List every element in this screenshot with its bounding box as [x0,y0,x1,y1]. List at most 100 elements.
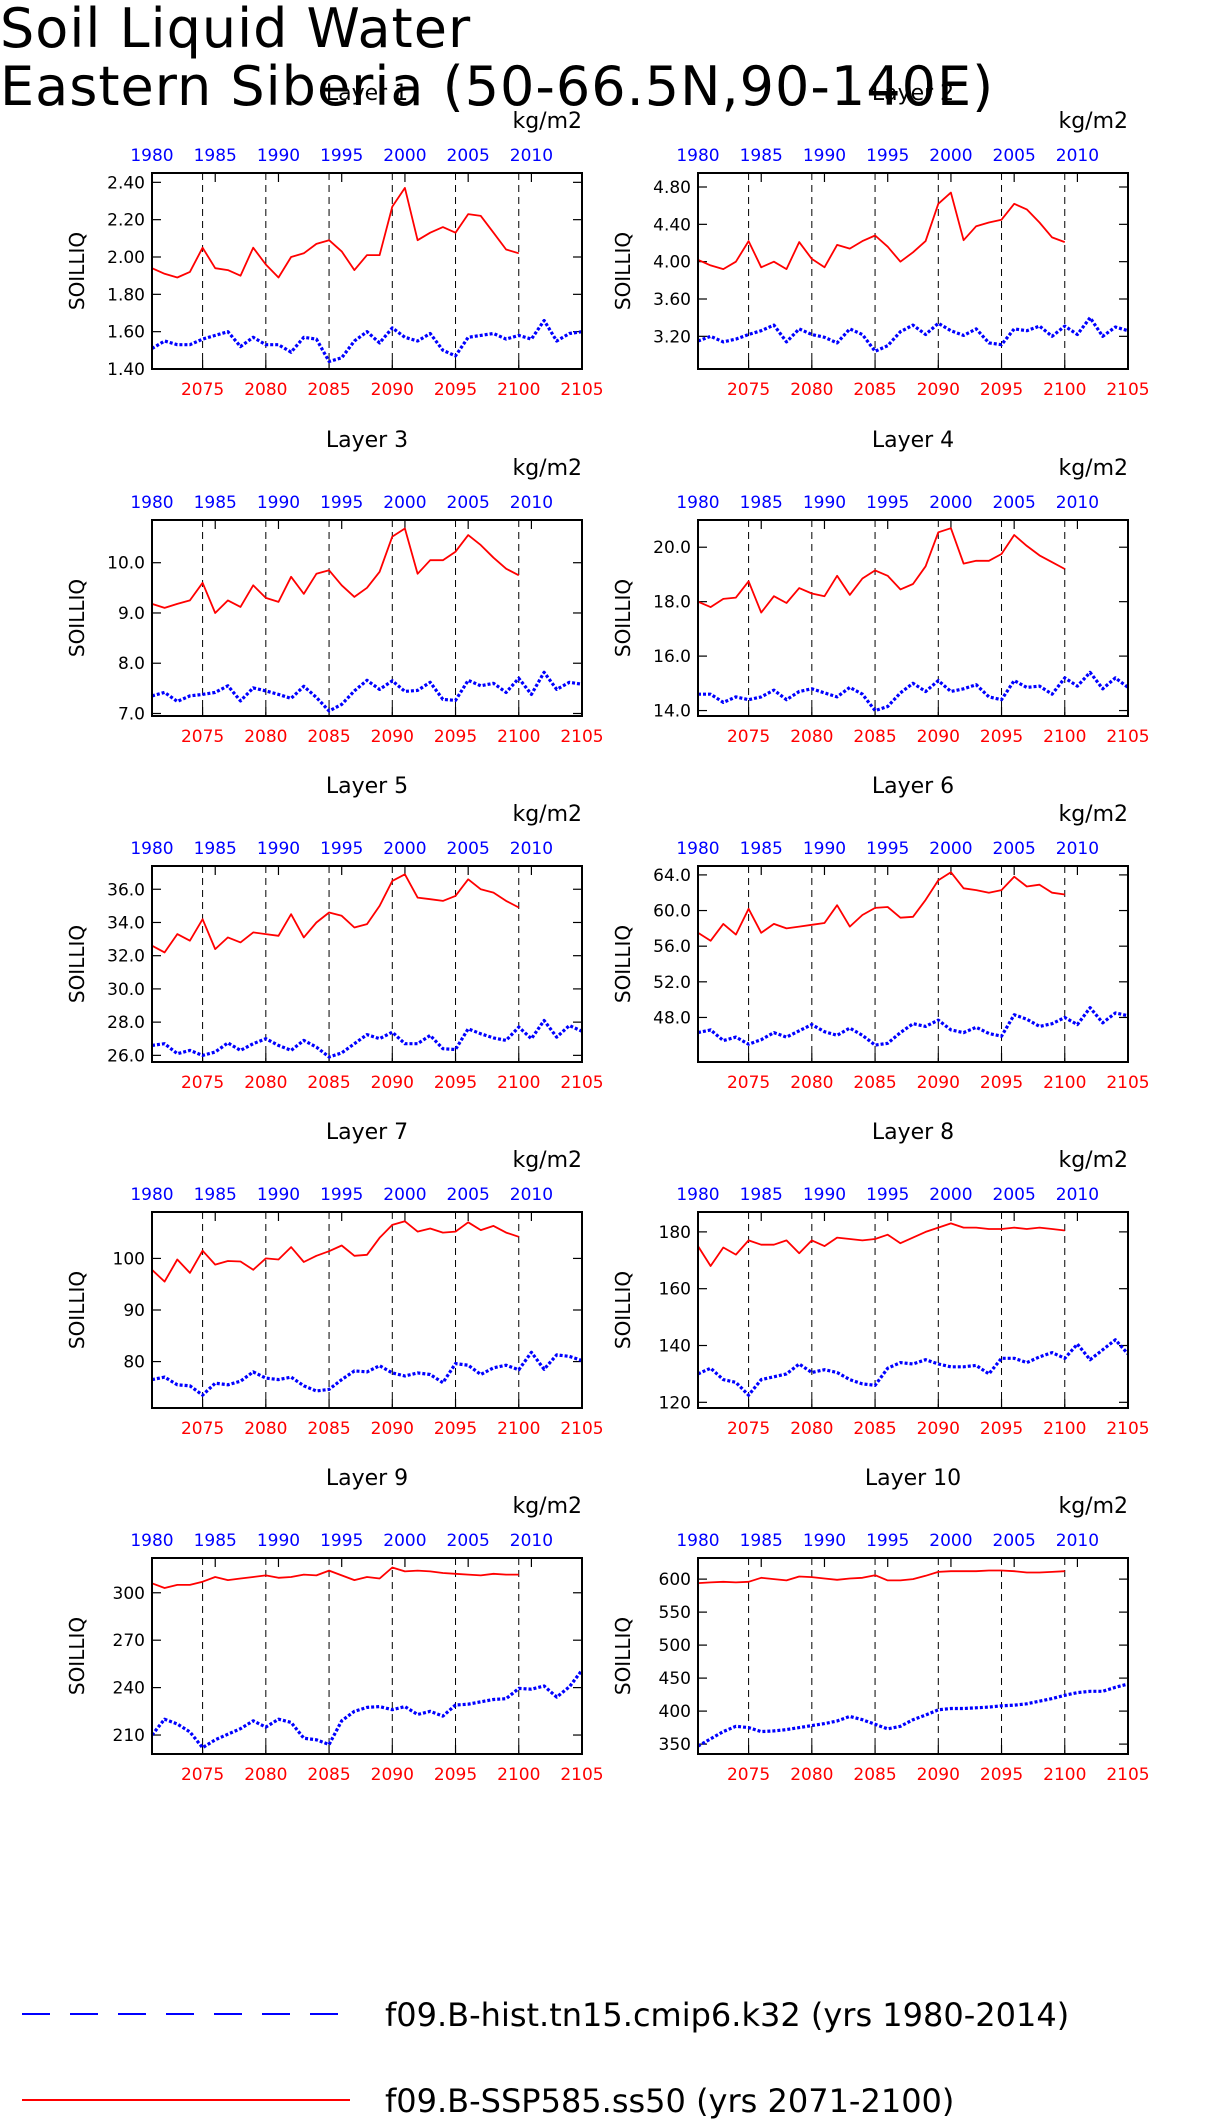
layer-7-xtick-label-bottom-2105: 2105 [560,1419,603,1439]
layer-9-xtick-label-top-1985: 1985 [194,1531,237,1551]
legend-label-hist: f09.B-hist.tn15.cmip6.k32 (yrs 1980-2014… [385,1996,1069,2034]
layer-1-xtick-label-top-2000: 2000 [383,146,426,166]
layer-3-ytick-label-3: 10.0 [107,554,145,574]
layer-7-xtick-label-bottom-2075: 2075 [181,1419,224,1439]
layer-7-xtick-label-top-1990: 1990 [257,1185,300,1205]
layer-5-ytick-label-4: 34.0 [107,913,145,933]
layer-5-xtick-label-top-1980: 1980 [130,839,173,859]
layer-8-xtick-label-top-1995: 1995 [866,1185,909,1205]
layer-6-xtick-label-top-1980: 1980 [676,839,719,859]
layer-5-xtick-label-bottom-2085: 2085 [307,1073,350,1093]
layer-5-xtick-label-top-2005: 2005 [447,839,490,859]
layer-3-xtick-label-top-2010: 2010 [510,493,553,513]
layer-7-ytick-label-2: 100 [113,1249,145,1269]
layer-7-xtick-label-top-2005: 2005 [447,1185,490,1205]
layer-4-series-ssp585 [697,527,1066,614]
layer-7-series-hist [151,1350,583,1397]
layer-6-xtick-label-bottom-2085: 2085 [853,1073,896,1093]
layer-8-xtick-label-top-1990: 1990 [803,1185,846,1205]
layer-5-unit-label: kg/m2 [512,802,582,827]
layer-6-title: Layer 6 [872,774,954,799]
layer-9-ytick-label-2: 270 [113,1631,145,1651]
layer-7-xtick-label-top-2000: 2000 [383,1185,426,1205]
layer-8-title: Layer 8 [872,1120,954,1145]
layer-3-xtick-label-top-1990: 1990 [257,493,300,513]
layer-9-xtick-label-top-2000: 2000 [383,1531,426,1551]
layer-5-series-hist [151,1018,583,1059]
layer-10-y-axis-label: SOILLIQ [611,1617,635,1695]
layer-8-xtick-label-top-2000: 2000 [929,1185,972,1205]
layer-1-ytick-label-0: 1.40 [107,360,145,380]
layer-8-unit-label: kg/m2 [1058,1148,1128,1173]
layer-10-xtick-label-bottom-2090: 2090 [917,1765,960,1785]
layer-6-unit-label: kg/m2 [1058,802,1128,827]
layer-5-ytick-label-2: 30.0 [107,980,145,1000]
layer-10-xtick-label-top-2010: 2010 [1056,1531,1099,1551]
layer-10-xtick-label-top-1985: 1985 [740,1531,783,1551]
layer-6-xtick-label-bottom-2095: 2095 [980,1073,1023,1093]
layer-6-ytick-label-1: 52.0 [653,973,691,993]
layer-3-xtick-label-top-1985: 1985 [194,493,237,513]
layer-7-xtick-label-bottom-2100: 2100 [497,1419,540,1439]
layer-1-xtick-label-top-2010: 2010 [510,146,553,166]
layer-6-ytick-label-4: 64.0 [653,866,691,886]
layer-4-xtick-label-top-1990: 1990 [803,493,846,513]
layer-4-xtick-label-bottom-2080: 2080 [790,727,833,747]
layer-2-xtick-label-bottom-2085: 2085 [853,380,896,400]
layer-7-ytick-label-1: 90 [123,1301,145,1321]
layer-10-ytick-label-5: 600 [659,1570,691,1590]
layer-3-xtick-label-top-2005: 2005 [447,493,490,513]
layer-1-ytick-label-4: 2.20 [107,211,145,231]
layer-4-xtick-label-top-2000: 2000 [929,493,972,513]
layer-9-xtick-label-bottom-2085: 2085 [307,1765,350,1785]
layer-5-series-ssp585 [151,873,520,954]
layer-9-plot-frame [151,1557,583,1755]
layer-9-series-hist [150,1669,584,1750]
layer-3-unit-label: kg/m2 [512,456,582,481]
layer-9-ytick-label-0: 210 [113,1726,145,1746]
legend-label-ssp: f09.B-SSP585.ss50 (yrs 2071-2100) [385,2082,954,2119]
layer-5-xtick-label-bottom-2095: 2095 [434,1073,477,1093]
layer-5-title: Layer 5 [326,774,408,799]
layer-8-xtick-label-bottom-2085: 2085 [853,1419,896,1439]
layer-10-ytick-label-3: 500 [659,1636,691,1656]
layer-2-xtick-label-top-2010: 2010 [1056,146,1099,166]
layer-8-ytick-label-3: 180 [659,1223,691,1243]
layer-7-y-axis-label: SOILLIQ [65,1271,89,1349]
layer-2-ytick-label-1: 3.60 [653,290,691,310]
layer-10-title: Layer 10 [865,1466,961,1491]
layer-6-series-hist [697,1006,1129,1047]
layer-7-xtick-label-bottom-2090: 2090 [371,1419,414,1439]
layer-3-ytick-label-0: 7.0 [118,704,145,724]
layer-10-series-hist [697,1682,1129,1748]
layer-1-series-hist [151,318,583,364]
layer-1-ytick-label-3: 2.00 [107,248,145,268]
layer-1-xtick-label-bottom-2105: 2105 [560,380,603,400]
layer-3-y-axis-label: SOILLIQ [65,579,89,657]
layer-2-xtick-label-top-1990: 1990 [803,146,846,166]
layer-3-xtick-label-bottom-2105: 2105 [560,727,603,747]
layer-6-xtick-label-top-1995: 1995 [866,839,909,859]
layer-3-xtick-label-top-1980: 1980 [130,493,173,513]
layer-2-title: Layer 2 [872,81,954,106]
layer-4-xtick-label-bottom-2085: 2085 [853,727,896,747]
layer-2-unit-label: kg/m2 [1058,109,1128,134]
layer-8-xtick-label-bottom-2100: 2100 [1043,1419,1086,1439]
layer-1-series-ssp585 [151,186,520,279]
layer-9-xtick-label-bottom-2080: 2080 [244,1765,287,1785]
layer-8-ytick-label-2: 160 [659,1280,691,1300]
layer-4-ytick-label-0: 14.0 [653,702,691,722]
layer-2-y-axis-label: SOILLIQ [611,232,635,310]
layer-9-xtick-label-top-1995: 1995 [320,1531,363,1551]
layer-6-xtick-label-top-1990: 1990 [803,839,846,859]
layer-5-xtick-label-bottom-2105: 2105 [560,1073,603,1093]
layer-8-xtick-label-top-1985: 1985 [740,1185,783,1205]
layer-7-series-ssp585 [151,1220,520,1283]
layer-5-xtick-label-top-2010: 2010 [510,839,553,859]
layer-4-xtick-label-top-1980: 1980 [676,493,719,513]
layer-3-xtick-label-bottom-2100: 2100 [497,727,540,747]
layer-10-xtick-label-top-2005: 2005 [993,1531,1036,1551]
layer-10-panel: Layer 10 kg/m2 SOILLIQ 350 400 450 500 550 600 20… [611,1466,1150,1785]
layer-2-ytick-label-3: 4.40 [653,215,691,235]
layer-7-xtick-label-top-1995: 1995 [320,1185,363,1205]
